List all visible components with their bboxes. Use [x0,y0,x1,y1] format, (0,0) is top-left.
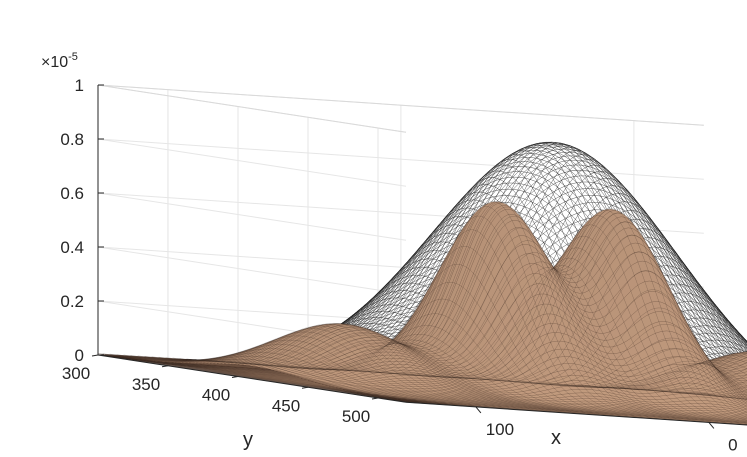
z-tick-label: 0.2 [60,292,84,311]
z-tick-label: 0.4 [60,238,84,257]
z-tick-label: 1 [75,76,84,95]
x-tick-mark [709,422,714,428]
x-axis-label: x [551,427,561,449]
y-tick-mark [162,366,168,367]
y-tick-label: 450 [272,396,300,415]
x-tick-label: 100 [486,420,514,439]
z-exponent-label: ×10-5 [41,51,78,71]
x-tick-label: 0 [728,435,737,452]
y-tick-label: 400 [202,386,230,405]
y-tick-label: 500 [342,407,370,426]
y-axis-label: y [243,429,253,451]
y-tick-label: 300 [62,364,90,383]
y-tick-mark [302,387,308,388]
z-tick-label: 0 [75,346,84,365]
z-tick-label: 0.6 [60,184,84,203]
y-tick-mark [92,355,98,356]
y-tick-mark [372,398,378,399]
x-tick-mark [476,407,481,413]
y-tick-mark [232,377,238,378]
y-tick-label: 350 [132,375,160,394]
z-tick-label: 0.8 [60,130,84,149]
